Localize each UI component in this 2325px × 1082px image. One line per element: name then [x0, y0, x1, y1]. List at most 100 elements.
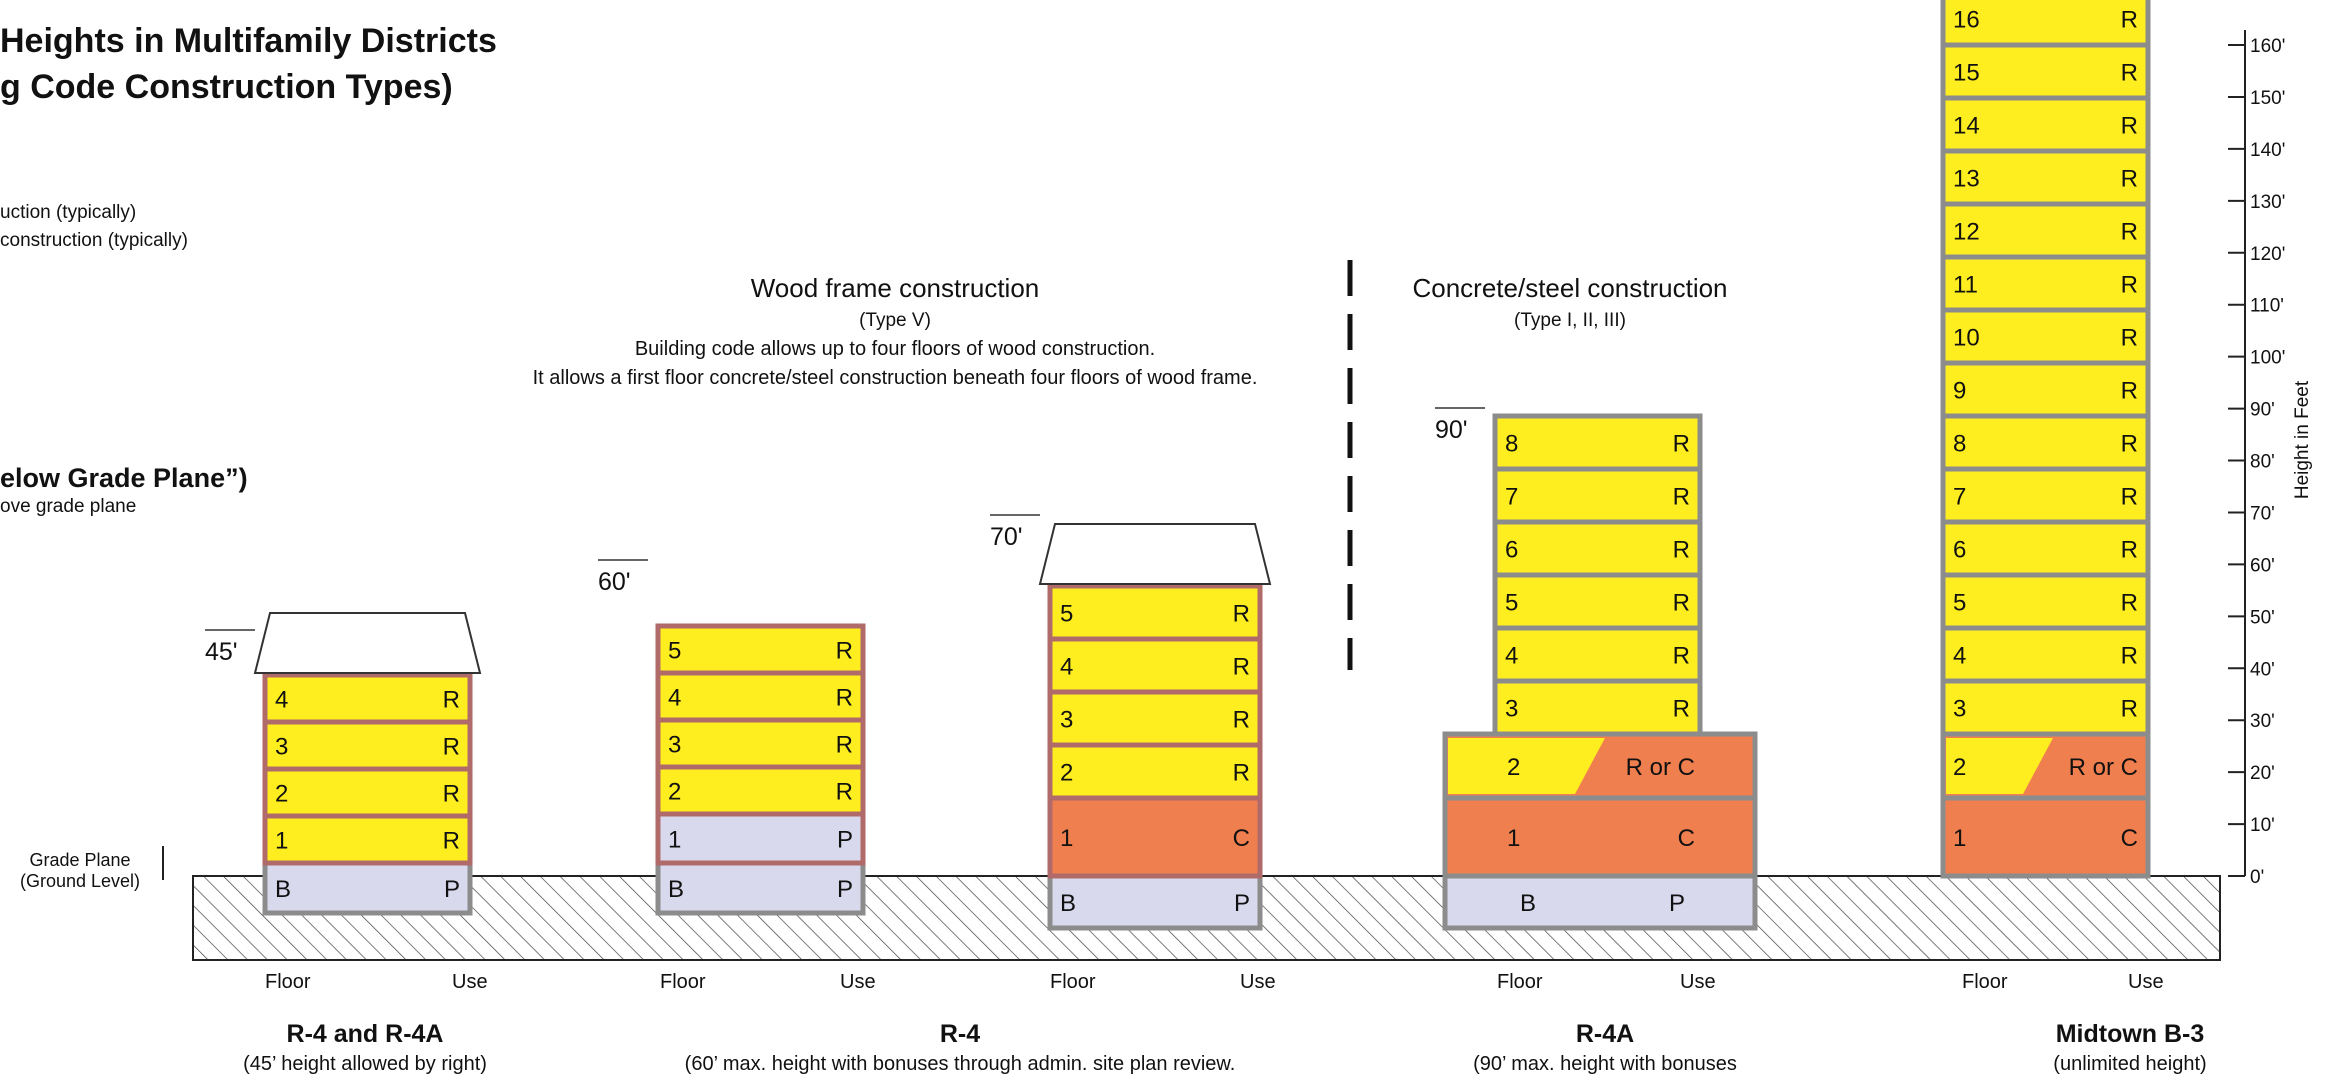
floor-box — [1047, 689, 1263, 748]
floor-column-label: Floor — [1050, 971, 1096, 993]
building-3: B P1 C2 R3 R4 R5 R70'Floor Use — [990, 514, 1276, 993]
floor-use: R — [836, 779, 853, 806]
floor-use: R — [2121, 7, 2138, 34]
caption-building-4: R-4A (90’ max. height with bonuses — [1395, 1020, 1815, 1076]
floor-use: R — [836, 638, 853, 665]
floor-number: B — [1520, 890, 1536, 917]
use-column-label: Use — [1240, 971, 1276, 993]
floor-use: R — [2121, 484, 2138, 511]
axis-tick-label: 10' — [2250, 815, 2275, 836]
caption-title: R-4A — [1575, 1020, 1635, 1048]
floor-number: 4 — [668, 685, 681, 712]
caption-subtitle: (90’ max. height with bonuses — [1473, 1053, 1737, 1075]
axis-tick-label: 80' — [2250, 452, 2275, 473]
floor-box — [1047, 742, 1263, 801]
floor-use: R — [2121, 166, 2138, 193]
floor-box — [655, 623, 866, 676]
axis-tick-label: 90' — [2250, 400, 2275, 421]
floor-box — [1047, 583, 1263, 642]
floor-number: 6 — [1505, 537, 1518, 564]
floor-box — [1940, 307, 2151, 366]
concrete-section-heading: Concrete/steel construction (Type I, II,… — [1370, 273, 1770, 332]
floor-14: 14 R — [1940, 95, 2151, 154]
floor-number: 12 — [1953, 219, 1980, 246]
floor-number: 7 — [1953, 484, 1966, 511]
floor-number: 1 — [275, 828, 288, 855]
floor-box — [1940, 678, 2151, 737]
floor-number: B — [275, 876, 291, 903]
floor-use: P — [837, 827, 853, 854]
floor-number: 6 — [1953, 537, 1966, 564]
floor-box — [1940, 254, 2151, 313]
floor-use: R — [2121, 590, 2138, 617]
floor-use: R — [1233, 654, 1250, 681]
floor-2: 2 R or C — [1940, 731, 2151, 801]
floor-number: 10 — [1953, 325, 1980, 352]
floor-number: 3 — [1505, 696, 1518, 723]
floor-number: 16 — [1953, 7, 1980, 34]
diagram-title-line1: Heights in Multifamily Districts — [0, 22, 497, 60]
grade-plane-line1: Grade Plane — [29, 850, 131, 870]
floor-box — [655, 670, 866, 723]
floor-use: R — [2121, 113, 2138, 140]
floor-use: R — [1673, 590, 1690, 617]
floor-number: 3 — [1060, 707, 1073, 734]
floor-number: 11 — [1953, 272, 1978, 299]
use-column-label: Use — [840, 971, 876, 993]
floor-use: P — [1669, 890, 1685, 917]
caption-building-1: R-4 and R-4A (45’ height allowed by righ… — [215, 1020, 515, 1076]
axis-tick-label: 0' — [2250, 867, 2264, 888]
wood-section-title: Wood frame construction — [750, 273, 1040, 303]
floor-number: 5 — [668, 638, 681, 665]
floor-use: R — [2121, 219, 2138, 246]
floor-use: R — [1673, 643, 1690, 670]
floor-use: R — [1673, 484, 1690, 511]
floor-use: R — [2121, 60, 2138, 87]
floor-number: 2 — [275, 781, 288, 808]
floor-box — [1047, 636, 1263, 695]
floor-box — [1442, 873, 1758, 931]
floor-2: 2 R or C — [1442, 731, 1758, 801]
floor-number: 5 — [1953, 590, 1966, 617]
floor-13: 13 R — [1940, 148, 2151, 207]
floor-column-label: Floor — [1962, 971, 2008, 993]
legend-concrete-note: construction (typically) — [0, 230, 188, 251]
floor-12: 12 R — [1940, 201, 2151, 260]
legend-wood-note: uction (typically) — [0, 202, 137, 223]
caption-title: R-4 — [939, 1020, 981, 1048]
floor-box — [1940, 360, 2151, 419]
caption-building-2: R-4 (60’ max. height with bonuses throug… — [560, 1020, 1360, 1076]
floor-box — [262, 860, 473, 916]
axis-tick-label: 140' — [2250, 140, 2285, 161]
height-label: 45' — [205, 638, 238, 666]
floor-use: R — [1233, 601, 1250, 628]
floor-use: R — [2121, 431, 2138, 458]
floor-use: R — [836, 732, 853, 759]
floor-use: R — [2121, 325, 2138, 352]
floor-number: B — [1060, 890, 1076, 917]
height-label: 70' — [990, 523, 1023, 551]
height-axis: 160' 150' 140' 130' 120' 110' 100' 90' 80' 70' 60'… — [2228, 30, 2313, 888]
floor-box — [1047, 873, 1263, 931]
floor-number: 2 — [1953, 754, 1966, 781]
legend-below-grade-title: elow Grade Plane”) — [0, 463, 248, 493]
floor-number: 4 — [1953, 643, 1966, 670]
floor-number: 14 — [1953, 113, 1980, 140]
floor-mixed-residential — [1946, 738, 2053, 794]
floor-box — [1492, 413, 1703, 472]
floor-number: 13 — [1953, 166, 1980, 193]
floor-use: R — [443, 734, 460, 761]
axis-tick-label: 150' — [2250, 88, 2285, 109]
